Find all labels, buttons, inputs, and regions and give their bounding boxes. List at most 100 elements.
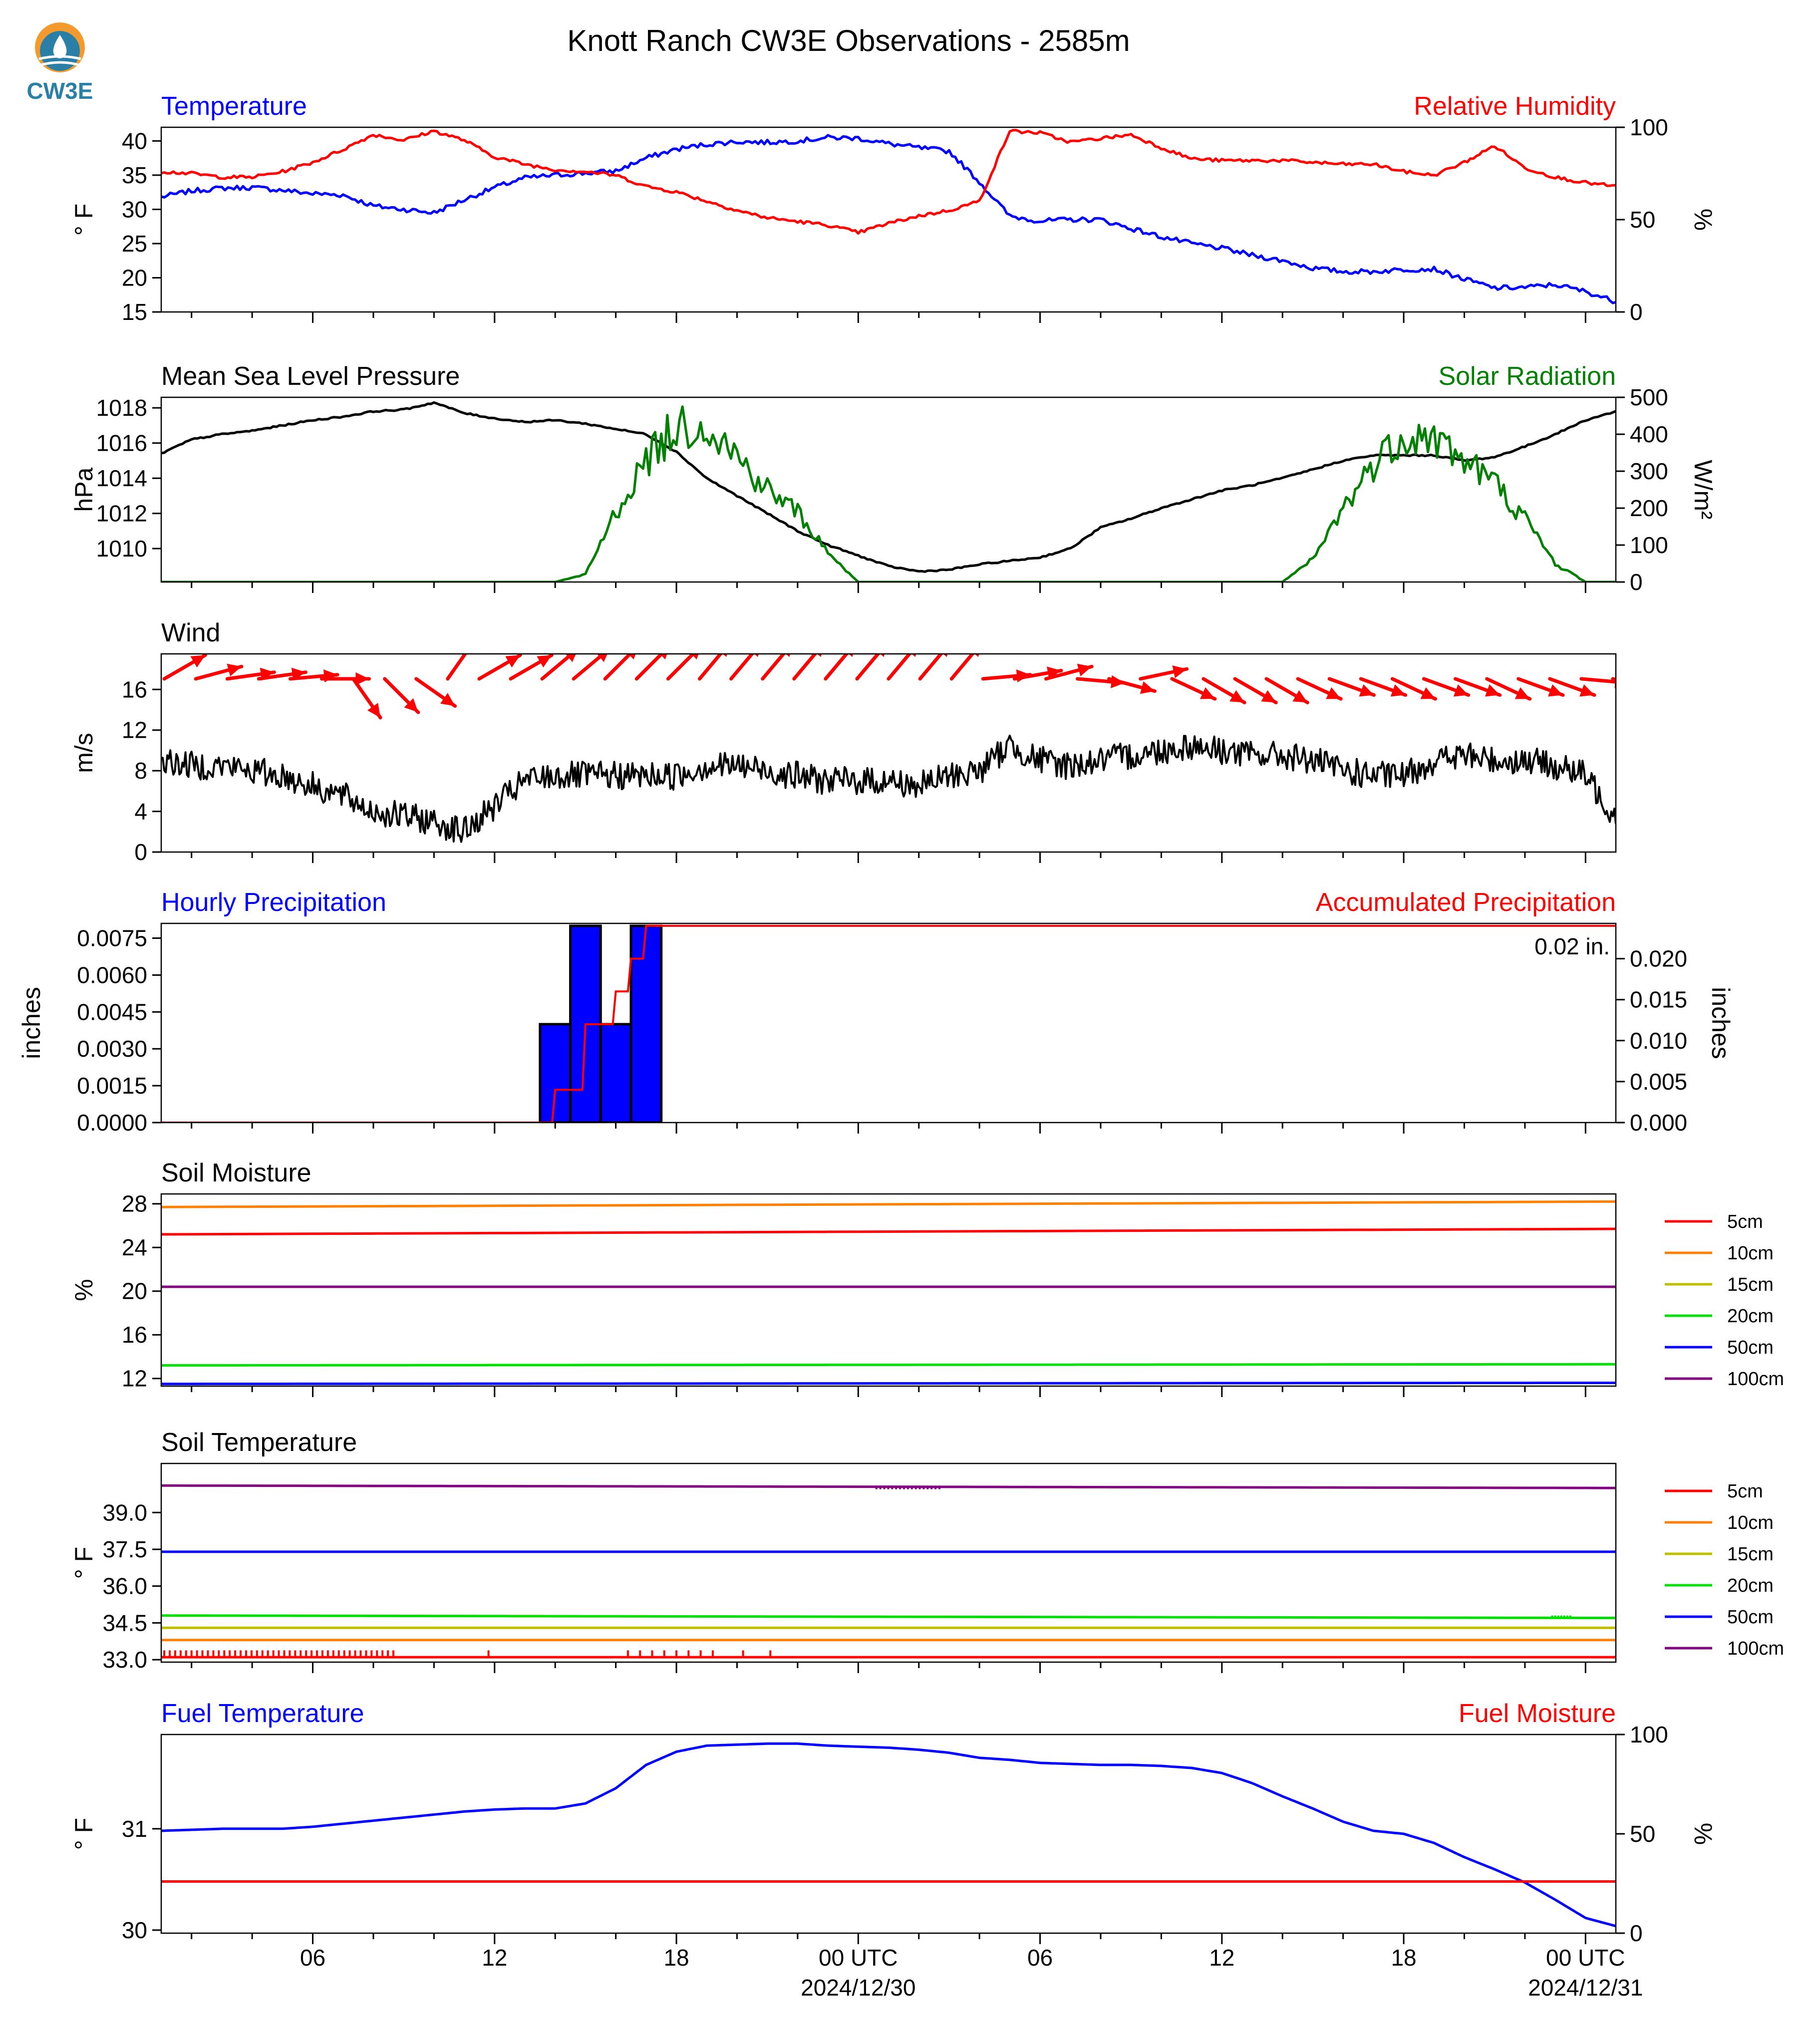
wind-arrow-15 <box>634 654 664 681</box>
y-tick-label: 30 <box>122 1917 147 1943</box>
plot-area <box>161 1742 1616 1928</box>
y-tick-label-right: 100 <box>1630 114 1668 140</box>
y-tick-label: 12 <box>122 1366 147 1392</box>
legend-label: 100cm <box>1727 1638 1784 1659</box>
y-tick-label: 36.0 <box>102 1573 147 1599</box>
legend-label: 100cm <box>1727 1369 1784 1390</box>
y-tick-label-right: 500 <box>1630 384 1668 410</box>
legend-label: 20cm <box>1727 1306 1774 1327</box>
y-tick-label: 1018 <box>96 395 147 421</box>
wind-arrow-24 <box>918 654 943 681</box>
y-tick-label: 16 <box>122 1322 147 1348</box>
y-tick-label: 1012 <box>96 501 147 527</box>
plot-area <box>161 1200 1616 1386</box>
wind-arrowhead-14 <box>628 654 636 660</box>
panel-2: Wind 0 4 8 12 16 m/s <box>70 618 1617 865</box>
panel-4: Soil Moisture 5cm 10cm 15cm 20cm 50cm 100cm 12 1… <box>70 1159 1784 1397</box>
y-tick-label: 0.0000 <box>77 1110 147 1136</box>
wind-arrow-21 <box>824 654 849 681</box>
wind-arrowhead-33 <box>1229 690 1245 703</box>
panel-title-left: Soil Moisture <box>161 1159 311 1187</box>
wind-arrow-16 <box>666 654 696 681</box>
wind-arrowhead-8 <box>440 693 455 706</box>
panel-title-left: Temperature <box>161 92 307 121</box>
wind-arrow-14 <box>603 654 633 681</box>
y-axis-label: hPa <box>70 467 98 512</box>
legend-label: 10cm <box>1727 1512 1774 1533</box>
wind-arrow-18 <box>729 654 755 681</box>
panel-title-right: Accumulated Precipitation <box>1316 888 1616 917</box>
wind-arrow-22 <box>855 654 881 681</box>
panel-frame <box>160 1462 1617 1663</box>
legend-label: 5cm <box>1727 1211 1763 1232</box>
wind-arrowhead-24 <box>943 654 948 657</box>
wind-arrowhead-23 <box>911 654 916 657</box>
y-tick-label-right: 0 <box>1630 299 1643 325</box>
y-tick-label: 1010 <box>96 536 147 562</box>
y-tick-label: 35 <box>122 162 147 188</box>
series-relative-humidity <box>161 129 1616 235</box>
legend-label: 5cm <box>1727 1481 1763 1502</box>
y-tick-label: 0.0060 <box>77 962 147 988</box>
y-tick-label: 16 <box>122 676 147 702</box>
legend-label: 50cm <box>1727 1607 1774 1628</box>
legend-label: 50cm <box>1727 1337 1774 1358</box>
wind-arrow-20 <box>792 654 818 681</box>
y-tick-label-right: 0.015 <box>1630 987 1687 1013</box>
plot-area <box>161 654 1616 843</box>
y-tick-label: 30 <box>122 196 147 222</box>
x-tick-label: 06 <box>300 1945 325 1971</box>
y-axis-label: ° F <box>70 1818 98 1850</box>
x-axis-labels: 06 12 18 00 UTC 2024/12/30 06 12 18 00 UTC 2024/1… <box>300 1945 1643 2001</box>
wind-arrow-13 <box>572 654 607 681</box>
panel-title-left: Fuel Temperature <box>161 1699 364 1728</box>
wind-arrowhead-42 <box>1515 687 1530 699</box>
y-axis-label-right: % <box>1689 1823 1717 1845</box>
series-10cm <box>161 1200 1616 1208</box>
y-tick-label-right: 200 <box>1630 495 1668 521</box>
y-axis-label: m/s <box>70 733 98 773</box>
y-tick-label: 12 <box>122 717 147 743</box>
panel-title-right: Fuel Moisture <box>1459 1699 1616 1728</box>
panel-frame <box>160 1193 1617 1387</box>
wind-arrowhead-39 <box>1420 687 1436 699</box>
wind-arrowhead-1 <box>227 663 242 677</box>
wind-arrow-19 <box>761 654 786 681</box>
series-solar-radiation <box>161 405 1616 582</box>
panel-title-right: Solar Radiation <box>1438 362 1616 391</box>
x-tick-label: 12 <box>1209 1945 1234 1971</box>
wind-arrowhead-34 <box>1261 690 1276 703</box>
panel-title-left: Soil Temperature <box>161 1428 357 1457</box>
wind-arrowhead-32 <box>1200 687 1215 699</box>
plot-area <box>161 129 1616 304</box>
wind-arrow-45 <box>1579 677 1616 684</box>
wind-arrowhead-13 <box>597 654 607 662</box>
panel-title-left: Hourly Precipitation <box>161 888 386 917</box>
panel-0: Temperature Relative Humidity 15 20 25 30 35 40… <box>70 92 1717 325</box>
wind-arrowhead-5 <box>355 672 369 686</box>
series-50cm <box>161 1381 1616 1386</box>
wind-arrowhead-41 <box>1485 684 1500 697</box>
y-tick-label: 39.0 <box>102 1499 147 1525</box>
y-tick-label: 28 <box>122 1191 147 1217</box>
y-axis-label: inches <box>17 987 45 1059</box>
page-title: Knott Ranch CW3E Observations - 2585m <box>567 24 1130 57</box>
y-tick-label: 0.0075 <box>77 925 147 951</box>
accumulated-total-label: 0.02 in. <box>1534 933 1610 959</box>
panel-title-left: Mean Sea Level Pressure <box>161 362 460 391</box>
y-tick-label-right: 100 <box>1630 532 1668 558</box>
panel-frame <box>160 653 1617 853</box>
wind-arrowhead-17 <box>722 654 727 657</box>
y-axis-label: ° F <box>70 1547 98 1579</box>
precip-bar-0 <box>539 1023 572 1123</box>
y-tick-label: 31 <box>122 1816 147 1842</box>
y-tick-label-right: 0.010 <box>1630 1028 1687 1054</box>
wind-arrow-25 <box>949 654 975 681</box>
series-20cm <box>161 1614 1616 1620</box>
y-tick-label: 20 <box>122 265 147 290</box>
y-tick-label: 25 <box>122 231 147 257</box>
y-axis-label-right: W/m² <box>1689 460 1717 519</box>
y-tick-label: 20 <box>122 1278 147 1304</box>
wind-arrowhead-21 <box>849 654 854 657</box>
